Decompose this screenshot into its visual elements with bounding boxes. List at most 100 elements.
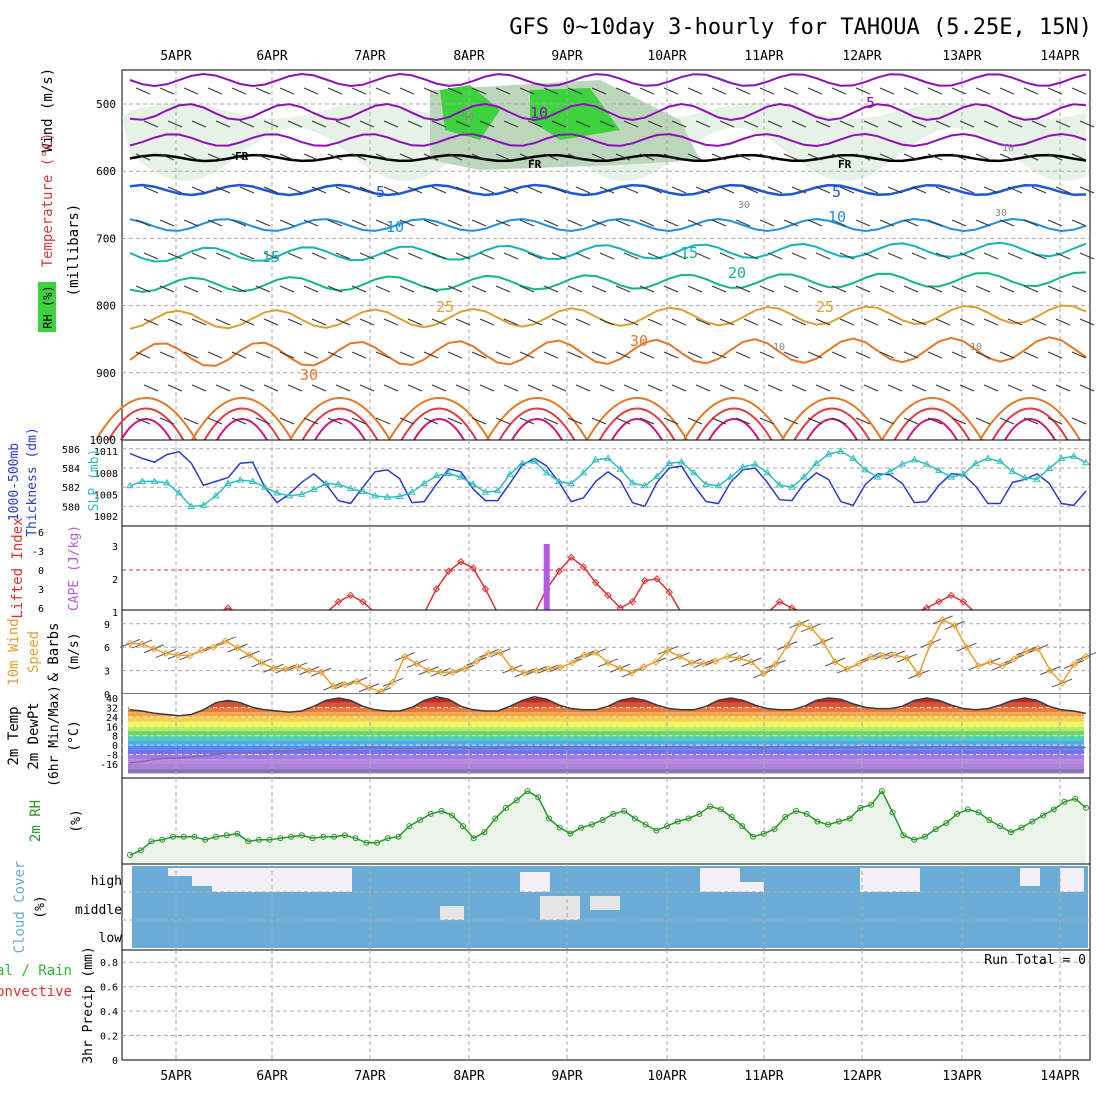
wind-barb — [311, 384, 327, 392]
wind10-point — [616, 664, 624, 672]
surface-heat-arch — [498, 407, 576, 441]
wind-barb — [815, 120, 831, 128]
surface-heat-arch — [611, 418, 663, 441]
surface-heat-arch — [216, 418, 268, 441]
wind-barb — [567, 87, 583, 95]
slp-point — [763, 468, 772, 476]
wind-barb — [743, 120, 759, 128]
wind-barb — [239, 384, 255, 392]
pressure-axis: 500 600 700 800 900 1000 — [90, 98, 117, 447]
wind-barb — [159, 153, 175, 161]
wind-barb — [383, 252, 399, 260]
rh2m-point — [1050, 806, 1057, 813]
cape-bar — [543, 544, 550, 610]
wind-barb — [287, 318, 303, 326]
chart-title: GFS 0~10day 3-hourly for TAHOUA (5.25E, … — [509, 15, 1092, 40]
wind-barb — [935, 384, 951, 392]
wind-barb — [135, 285, 151, 293]
rh2m-point — [406, 823, 413, 830]
temp2m-tick: 16 — [106, 722, 118, 733]
wind-barb — [759, 351, 775, 359]
wind-barb — [807, 153, 823, 161]
slp-point — [260, 483, 269, 490]
wind-barb — [663, 351, 679, 359]
wind-barb — [519, 153, 535, 161]
wind10-point — [401, 652, 409, 661]
wind-barb — [671, 384, 687, 392]
slp-tick: 1002 — [94, 512, 118, 523]
wind-barb — [911, 318, 927, 326]
wind-barb — [143, 318, 159, 326]
wind-barb — [783, 153, 799, 161]
wind-barb — [807, 219, 823, 227]
bottom-day-label: 10APR — [647, 1069, 686, 1084]
wind10-point — [162, 649, 170, 658]
wind10-point — [735, 654, 744, 662]
rh2m-point — [728, 813, 735, 820]
wind-barb — [831, 351, 847, 359]
wind-barb — [191, 186, 207, 194]
wind-barb — [879, 285, 895, 293]
slp-point — [1069, 452, 1078, 459]
wind10-point — [197, 646, 206, 655]
wind-barb — [855, 417, 871, 425]
wind-barb — [447, 351, 463, 359]
rh2m-point — [653, 827, 660, 834]
pressure-tick: 700 — [96, 232, 116, 245]
cloud-clear-patch — [740, 882, 764, 892]
rh2m-point — [159, 836, 166, 843]
rh2m-point — [986, 817, 993, 823]
bottom-day-label: 12APR — [842, 1069, 881, 1084]
wind-barb — [351, 87, 367, 95]
lifted-index-point — [959, 597, 968, 606]
rh2m-point — [997, 823, 1004, 830]
wind-barb — [143, 186, 159, 194]
slp-point — [996, 457, 1005, 464]
wind-barb — [663, 87, 679, 95]
wind10-point — [652, 658, 660, 666]
wind10-point — [293, 662, 302, 671]
surface-heat-arch — [906, 418, 958, 441]
wind-barb — [527, 252, 543, 260]
rh2m-point — [481, 829, 488, 836]
rh2m-panel — [121, 777, 1091, 865]
wind-barb — [575, 120, 591, 128]
wind-barb — [383, 186, 399, 194]
temp-band — [128, 721, 1084, 727]
wind-barb — [543, 87, 559, 95]
lifted-index-panel: -6 -3 0 3 6 3 2 1 — [32, 525, 1091, 619]
wind10-point — [353, 677, 361, 686]
thickness-tick: 586 — [62, 445, 80, 456]
wind-barb — [335, 252, 351, 260]
wind-contour-label: 10 — [530, 104, 548, 122]
lifted-index-point — [346, 591, 355, 600]
wind-barb — [351, 285, 367, 293]
wind-barb — [167, 186, 183, 194]
wind10-point — [496, 648, 505, 657]
wind-barb — [215, 252, 231, 260]
wind-barb — [567, 153, 583, 161]
thickness-tick: 580 — [62, 502, 80, 513]
precip-tick: 0.4 — [100, 1007, 118, 1018]
precip-total-label: Total / Rain — [0, 963, 72, 979]
temp-mask — [122, 694, 1090, 716]
top-day-label: 7APR — [354, 49, 385, 64]
slp-point — [751, 460, 759, 467]
wind-barb — [879, 219, 895, 227]
thickness-slp-panel: 586 584 582 580 1011 1008 1005 1002 — [62, 439, 1091, 527]
side-label: Temperature (°C) — [40, 133, 56, 268]
wind-barb — [599, 252, 615, 260]
rh2m-point — [470, 835, 477, 842]
rh2m-point — [954, 810, 961, 817]
wind-barb — [255, 153, 271, 161]
wind-barb — [759, 153, 775, 161]
surface-heat-arch — [979, 397, 1081, 441]
wind10-point — [747, 658, 756, 666]
slp-point — [984, 454, 992, 461]
surface-heat-arch — [695, 407, 773, 441]
wind-barb — [335, 384, 351, 392]
slp-point — [506, 470, 514, 477]
wind10-point — [628, 669, 636, 677]
pressure-tick: 800 — [96, 300, 116, 313]
wind-barb — [359, 384, 375, 392]
